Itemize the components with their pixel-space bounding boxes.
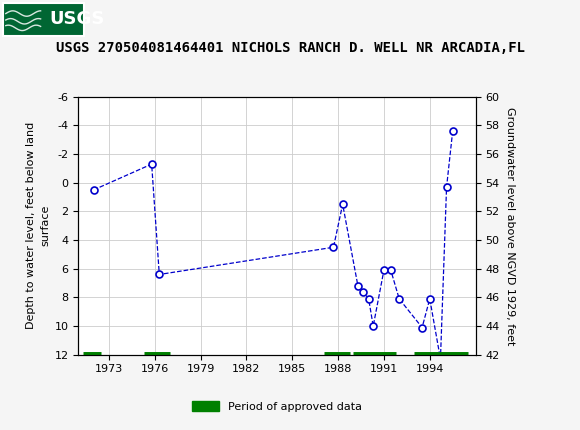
- Text: USGS 270504081464401 NICHOLS RANCH D. WELL NR ARCADIA,FL: USGS 270504081464401 NICHOLS RANCH D. WE…: [56, 41, 524, 55]
- Y-axis label: Depth to water level, feet below land
surface: Depth to water level, feet below land su…: [26, 122, 50, 329]
- FancyBboxPatch shape: [3, 3, 84, 36]
- Text: USGS: USGS: [49, 9, 104, 28]
- Legend: Period of approved data: Period of approved data: [187, 396, 367, 416]
- Y-axis label: Groundwater level above NGVD 1929, feet: Groundwater level above NGVD 1929, feet: [505, 107, 515, 345]
